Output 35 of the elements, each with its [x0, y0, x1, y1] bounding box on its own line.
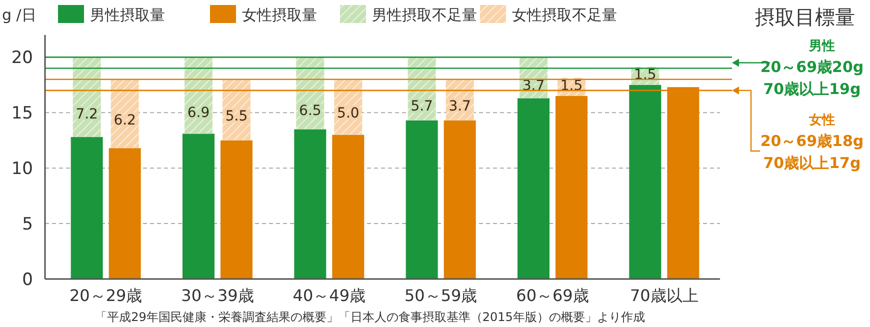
text: 70歳以上17g	[763, 154, 861, 172]
y-tick-label: 15	[11, 104, 33, 124]
text: 男性	[808, 39, 835, 54]
data-label: 6.5	[299, 102, 322, 119]
data-label: 5.0	[337, 106, 360, 122]
data-label: 6.9	[187, 105, 210, 122]
y-tick-label: 20	[11, 48, 33, 68]
x-tick-label: 70歳以上	[630, 286, 698, 305]
data-label: 5.5	[225, 108, 248, 124]
data-label: 3.7	[448, 98, 471, 114]
data-label: 7.2	[76, 106, 98, 123]
text: 20～69歳20g	[760, 58, 864, 76]
legend-label: 女性摂取不足量	[512, 6, 617, 24]
x-tick-label: 20～29歳	[69, 286, 142, 305]
text: 「平成29年国民健康・栄養調査結果の概要」「日本人の食事摂取基準（2015年版）の概要」より作成	[95, 310, 645, 324]
legend-label: 男性摂取量	[90, 6, 165, 24]
data-label: 5.7	[410, 98, 433, 114]
y-axis-title: g /日	[2, 6, 36, 24]
x-tick-label: 40～49歳	[292, 286, 366, 305]
legend-label: 女性摂取量	[242, 6, 317, 24]
data-label: 1.5	[560, 78, 583, 94]
data-label: 1.5	[634, 66, 656, 83]
y-tick-label: 0	[22, 270, 33, 290]
legend-label: 男性摂取不足量	[372, 6, 477, 24]
data-label: 3.7	[522, 78, 545, 94]
text: 20～69歳18g	[760, 132, 864, 150]
text: 女性	[808, 113, 835, 128]
y-tick-label: 5	[22, 214, 33, 235]
x-tick-label: 60～69歳	[516, 286, 589, 305]
x-tick-label: 30～39歳	[181, 286, 254, 305]
data-label: 6.2	[114, 112, 136, 128]
y-tick-label: 10	[11, 159, 33, 180]
text: 摂取目標量	[755, 5, 855, 29]
text: 70歳以上19g	[763, 80, 861, 98]
x-tick-label: 50～59歳	[404, 286, 478, 305]
